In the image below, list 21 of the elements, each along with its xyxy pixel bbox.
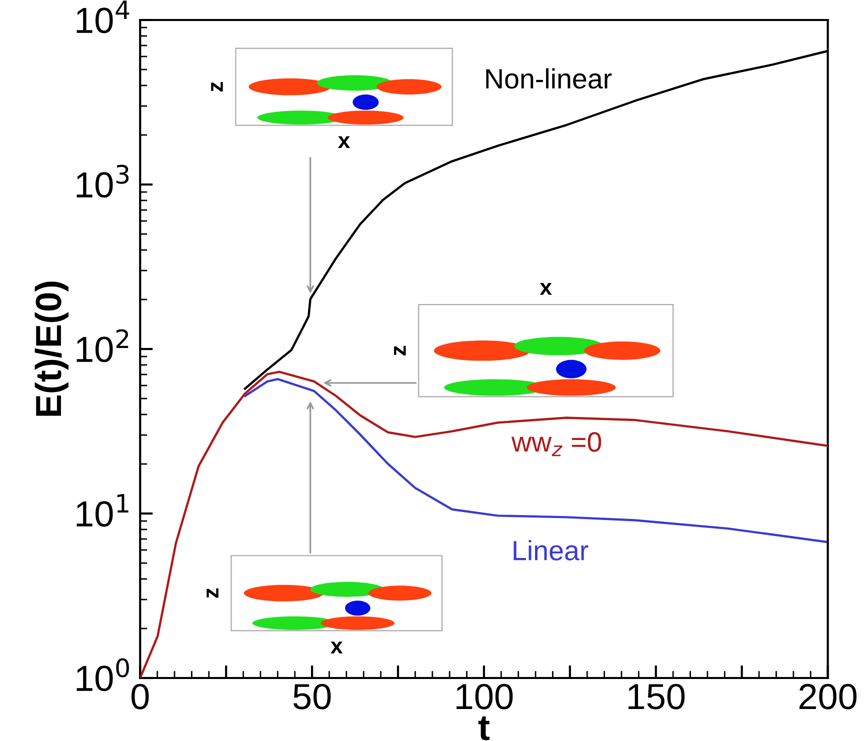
annotation: x <box>540 282 552 295</box>
annotation: z <box>206 588 218 598</box>
x-tick-label: 0 <box>132 684 149 710</box>
y-tick-label: 10$^{3}$ <box>76 164 129 198</box>
series-label: Linear <box>514 540 588 560</box>
x-axis-title: t <box>478 716 490 740</box>
annotation: z <box>211 82 223 92</box>
y-axis-title: E(t)/E(0) <box>34 282 68 416</box>
x-tick-label: 150 <box>628 684 685 710</box>
x-tick-label: 100 <box>456 684 513 710</box>
y-tick-label: 10$^{2}$ <box>76 329 128 362</box>
y-tick-label: 10$^{0}$ <box>76 658 129 692</box>
x-tick-label: 50 <box>293 684 331 710</box>
annotation: z <box>394 346 406 356</box>
series-label: Non-linear <box>486 68 612 89</box>
series-label: ww$_{z}$ =0 <box>511 432 602 456</box>
annotation: x <box>338 136 350 148</box>
x-tick-label: 200 <box>800 684 857 710</box>
y-tick-label: 10$^{4}$ <box>76 0 130 34</box>
y-tick-label: 10$^{1}$ <box>76 494 128 527</box>
annotation: x <box>330 642 343 654</box>
